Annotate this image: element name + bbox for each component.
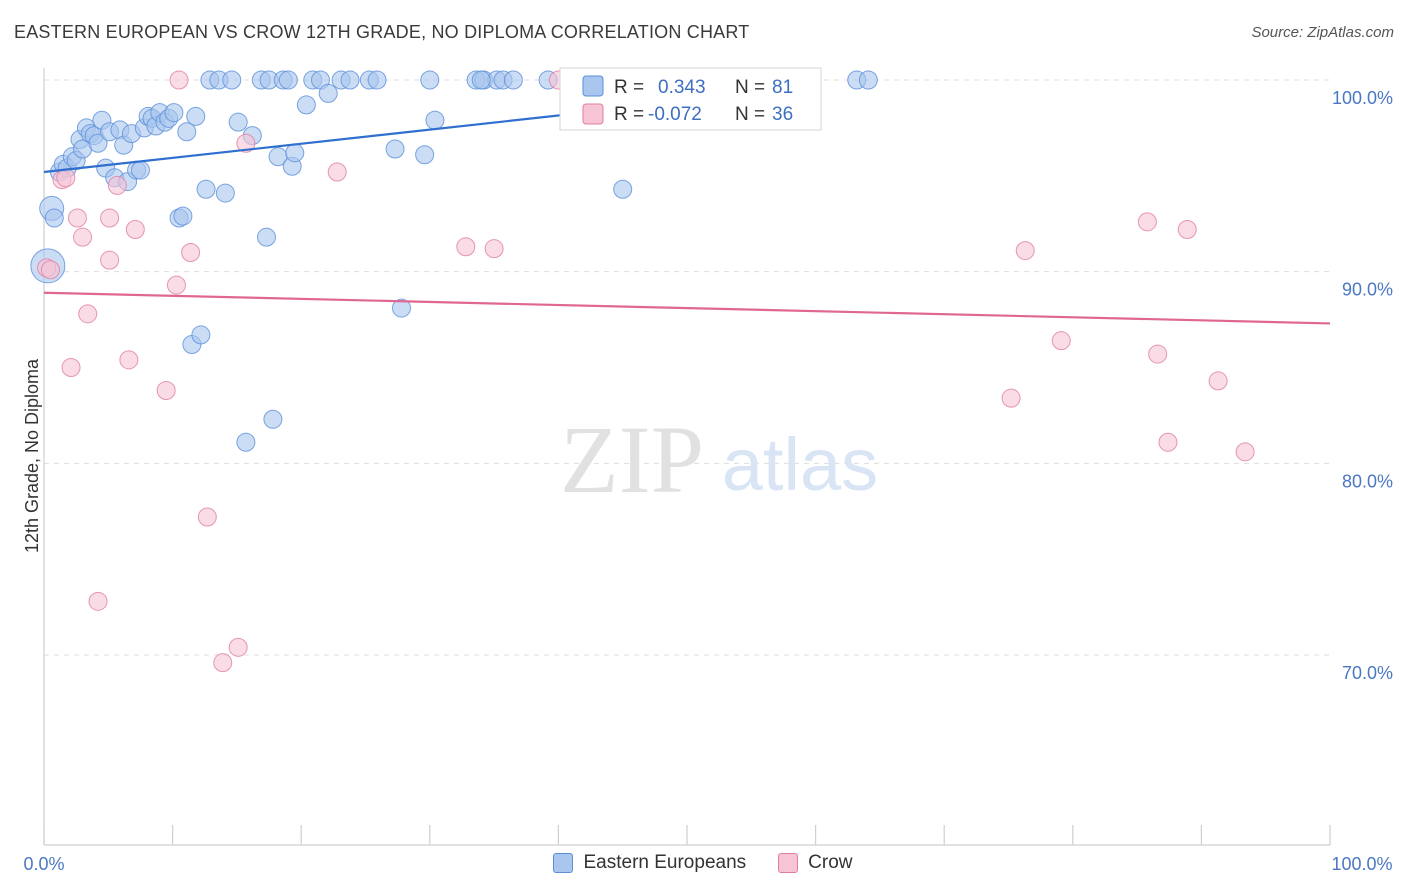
crow-point-34 [1208, 371, 1228, 391]
eastern-europeans-point-72 [503, 70, 523, 90]
watermark-atlas: atlas [722, 423, 878, 506]
watermark: ZIP atlas [560, 406, 878, 513]
crow-point-29 [1051, 331, 1071, 351]
eastern-europeans-point-47 [256, 227, 276, 247]
crow-point-22 [327, 162, 347, 182]
legend-item-eastern-europeans: Eastern Europeans [553, 852, 746, 874]
eastern-europeans-point-55 [296, 95, 316, 115]
eastern-europeans-point-2 [44, 208, 64, 228]
legend-n-value-1: 81 [772, 77, 793, 98]
crow-point-9 [100, 208, 120, 228]
y-tick-label-1: 90.0% [1342, 280, 1393, 300]
chart-title: EASTERN EUROPEAN VS CROW 12TH GRADE, NO … [14, 22, 750, 42]
y-tick-label-2: 80.0% [1342, 471, 1393, 491]
crow-point-4 [61, 358, 81, 377]
x-tick-label-min: 0.0% [23, 854, 64, 874]
y-axis-label: 12th Grade, No Diploma [22, 358, 42, 553]
crow-point-11 [107, 175, 127, 195]
eastern-europeans-point-58 [318, 83, 338, 103]
legend-r-value-2: -0.072 [648, 104, 702, 125]
crow-point-28 [1015, 241, 1035, 261]
y-tick-labels: 100.0% 90.0% 80.0% 70.0% [1332, 88, 1393, 683]
eastern-europeans-point-13 [88, 133, 108, 153]
eastern-europeans-point-75 [613, 179, 633, 199]
legend-n-label-1: N = [735, 77, 765, 98]
crow-trend-line [43, 291, 1331, 325]
crow-point-32 [1158, 432, 1178, 452]
series-crow-points [37, 70, 1255, 673]
eastern-europeans-point-65 [415, 145, 435, 165]
legend-n-value-2: 36 [772, 104, 793, 125]
eastern-europeans-point-44 [236, 432, 256, 452]
crow-point-23 [456, 237, 476, 257]
eastern-europeans-point-64 [392, 298, 412, 318]
eastern-europeans-point-37 [191, 325, 211, 345]
eastern-europeans-point-78 [858, 70, 878, 90]
y-tick-label-0: 100.0% [1332, 88, 1393, 108]
eastern-europeans-point-67 [425, 110, 445, 130]
swatch-eastern-europeans [553, 853, 574, 873]
crow-point-20 [228, 637, 248, 657]
crow-point-1 [40, 260, 60, 280]
series-eastern-europeans-points [30, 70, 878, 452]
eastern-europeans-point-62 [367, 70, 387, 90]
crow-point-31 [1148, 344, 1168, 364]
eastern-europeans-point-33 [173, 206, 193, 226]
legend-r-label-1: R = [614, 77, 644, 98]
source-label: Source: ZipAtlas.com [1251, 24, 1394, 41]
crow-point-30 [1137, 212, 1157, 232]
crow-point-16 [169, 70, 189, 90]
eastern-europeans-point-66 [420, 70, 440, 90]
crow-point-12 [119, 350, 139, 370]
crow-point-7 [78, 304, 98, 324]
eastern-europeans-point-34 [177, 122, 197, 142]
crow-point-33 [1177, 220, 1197, 239]
crow-point-21 [236, 133, 256, 153]
crow-point-35 [1235, 442, 1255, 462]
eastern-europeans-point-36 [186, 106, 206, 126]
crow-point-27 [1001, 388, 1021, 408]
eastern-europeans-point-54 [285, 143, 305, 163]
eastern-europeans-point-31 [164, 103, 184, 123]
legend-r-label-2: R = [614, 104, 644, 125]
eastern-europeans-point-63 [385, 139, 405, 159]
eastern-europeans-point-52 [278, 70, 298, 90]
eastern-europeans-point-23 [130, 160, 150, 180]
crow-point-14 [156, 381, 176, 400]
legend-r-value-1: 0.343 [658, 77, 706, 98]
crow-point-18 [197, 507, 217, 527]
legend-label-eastern-europeans: Eastern Europeans [583, 852, 747, 873]
crow-point-10 [100, 250, 120, 270]
crow-point-8 [88, 591, 108, 611]
eastern-europeans-point-80 [471, 70, 491, 90]
crow-point-24 [484, 239, 504, 259]
crow-point-15 [166, 275, 186, 295]
eastern-europeans-point-42 [222, 70, 242, 90]
series-legend: Eastern Europeans Crow [0, 852, 1406, 874]
eastern-europeans-point-60 [340, 70, 360, 90]
x-ticks [43, 825, 1331, 845]
y-tick-label-3: 70.0% [1342, 663, 1393, 683]
legend-n-label-2: N = [735, 104, 765, 125]
watermark-zip: ZIP [560, 406, 704, 513]
crow-point-5 [67, 208, 87, 228]
eastern-europeans-point-38 [196, 179, 216, 199]
crow-point-17 [181, 243, 201, 262]
legend-label-crow: Crow [808, 852, 853, 873]
crow-point-3 [56, 168, 76, 188]
legend-swatch-crow [582, 103, 604, 125]
swatch-crow [778, 853, 799, 873]
grid-lines [44, 79, 1330, 656]
crow-point-13 [125, 220, 145, 239]
crow-point-19 [213, 653, 233, 673]
eastern-europeans-point-41 [215, 183, 235, 203]
correlation-legend: R = 0.343 N = 81 R = -0.072 N = 36 [559, 67, 822, 131]
legend-swatch-eastern-europeans [582, 75, 604, 97]
legend-item-crow: Crow [778, 852, 853, 874]
eastern-europeans-point-43 [228, 112, 248, 132]
x-tick-label-max: 100.0% [1331, 854, 1392, 874]
crow-point-6 [73, 227, 93, 247]
eastern-europeans-point-49 [263, 409, 283, 429]
